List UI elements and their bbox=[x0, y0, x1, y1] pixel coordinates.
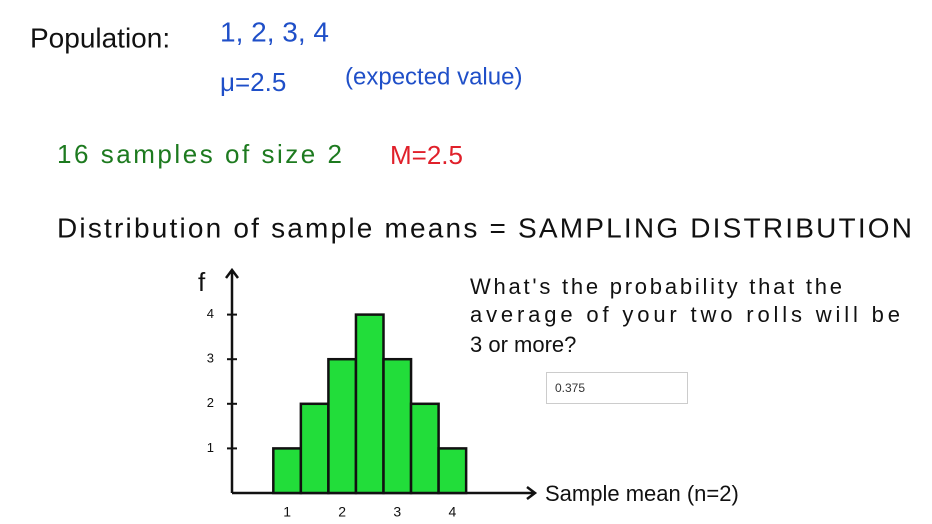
question-line: What's the probability that the bbox=[470, 274, 842, 299]
bar bbox=[437, 447, 468, 495]
population: 1, 2, 3, 4 bbox=[220, 16, 329, 47]
bar bbox=[409, 402, 440, 495]
sample-mean: M=2.5 bbox=[390, 140, 463, 170]
x-tick-label: 1 bbox=[283, 504, 291, 520]
question-line: 3 or more? bbox=[470, 332, 576, 357]
bar bbox=[354, 313, 385, 495]
y-axis-label: f bbox=[198, 267, 206, 297]
bar bbox=[299, 402, 330, 495]
x-tick-label: 4 bbox=[448, 504, 456, 520]
bar bbox=[272, 447, 303, 495]
x-tick-label: 2 bbox=[338, 504, 346, 520]
x-tick-label: 3 bbox=[393, 504, 401, 520]
answer-input[interactable]: 0.375 bbox=[546, 372, 688, 404]
mu-note: (expected value) bbox=[345, 63, 522, 90]
y-tick-label: 2 bbox=[207, 395, 214, 410]
population-label: Population: bbox=[30, 22, 170, 53]
samples: 16 samples of size 2 bbox=[57, 139, 342, 169]
heading: Distribution of sample means = SAMPLING … bbox=[57, 212, 912, 243]
bar bbox=[382, 357, 413, 495]
y-tick-label: 4 bbox=[207, 306, 214, 321]
question-line: average of your two rolls will be bbox=[470, 302, 900, 327]
y-tick-label: 1 bbox=[207, 440, 214, 455]
y-axis bbox=[225, 267, 239, 493]
x-axis-label: Sample mean (n=2) bbox=[545, 481, 739, 506]
bar bbox=[327, 357, 358, 495]
mu: μ=2.5 bbox=[220, 67, 286, 97]
y-tick-label: 3 bbox=[207, 351, 214, 366]
